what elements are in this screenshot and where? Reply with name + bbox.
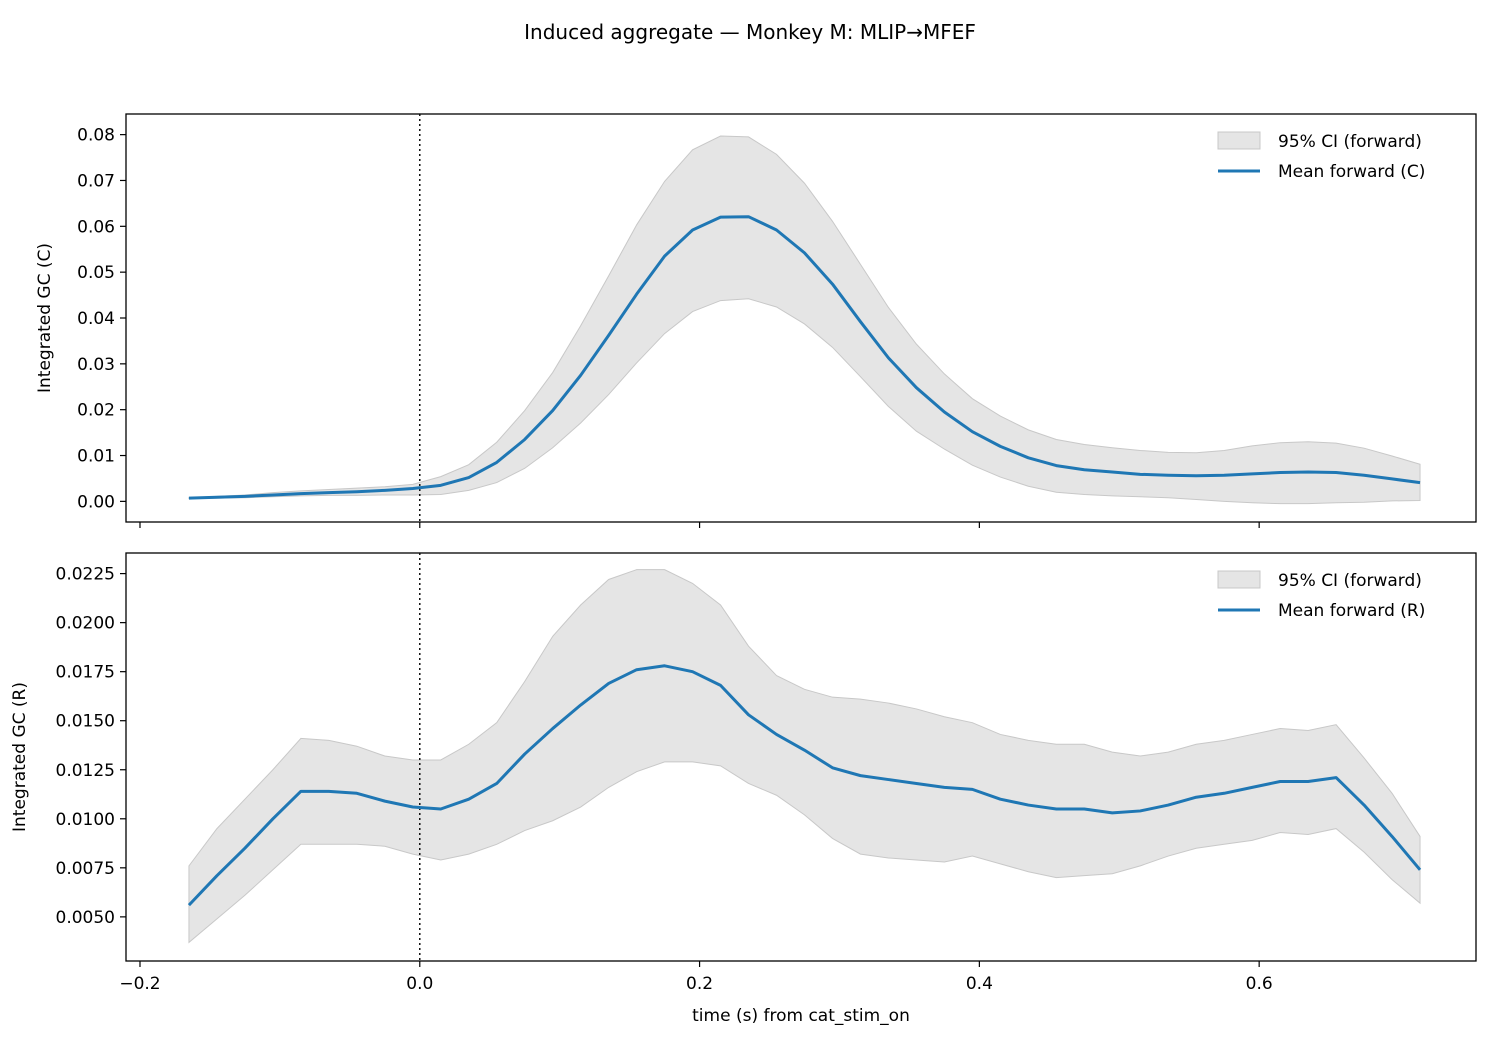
ci-band <box>188 569 1421 944</box>
x-tick-label: 0.0 <box>406 974 433 994</box>
x-tick-label: 0.4 <box>966 974 993 994</box>
y-tick-label: 0.0150 <box>56 712 115 732</box>
y-tick-label: 0.03 <box>77 355 115 375</box>
top-panel: 0.00 0.01 0.02 0.03 0.04 0.05 0.06 0.07 0.08 Inte… <box>35 113 1477 528</box>
y-tick-label: 0.0225 <box>56 565 115 585</box>
x-axis-label: time (s) from cat_stim_on <box>692 1006 910 1026</box>
y-tick-label: 0.05 <box>77 263 115 283</box>
y-tick-label: 0.08 <box>77 126 115 146</box>
mean-line <box>187 664 1422 907</box>
legend-ci-swatch <box>1217 131 1261 150</box>
y-tick-label: 0.0075 <box>56 859 115 879</box>
y-tick-label: 0.06 <box>77 217 115 237</box>
y-axis-label: Integrated GC (C) <box>35 243 55 393</box>
y-tick-label: 0.0175 <box>56 663 115 683</box>
y-axis-label: Integrated GC (R) <box>10 682 30 832</box>
y-tick-label: 0.07 <box>77 171 115 191</box>
axes-frame <box>125 552 1477 962</box>
y-tick-label: 0.04 <box>77 309 115 329</box>
y-tick-label: 0.0050 <box>56 908 115 928</box>
legend-ci-label: 95% CI (forward) <box>1278 571 1422 591</box>
ci-band <box>188 135 1421 505</box>
y-tick-label: 0.02 <box>77 401 115 421</box>
legend-ci-label: 95% CI (forward) <box>1278 132 1422 152</box>
y-tick-label: 0.0100 <box>56 810 115 830</box>
y-tick-label: 0.0200 <box>56 614 115 634</box>
legend-ci-swatch <box>1217 570 1261 589</box>
legend-mean-label: Mean forward (C) <box>1278 162 1425 182</box>
legend-mean-label: Mean forward (R) <box>1278 601 1425 621</box>
bottom-panel: 0.0050 0.0075 0.0100 0.0125 0.0150 0.0175 0.02… <box>10 552 1477 994</box>
x-tick-label: 0.2 <box>686 974 713 994</box>
y-tick-label: 0.01 <box>77 447 115 467</box>
y-tick-label: 0.0125 <box>56 761 115 781</box>
x-tick-label: 0.6 <box>1246 974 1273 994</box>
y-tick-label: 0.00 <box>77 492 115 512</box>
figure-title: Induced aggregate — Monkey M: MLIP→MFEF <box>524 20 976 44</box>
mean-line <box>188 215 1421 500</box>
x-tick-label: −0.2 <box>119 974 160 994</box>
